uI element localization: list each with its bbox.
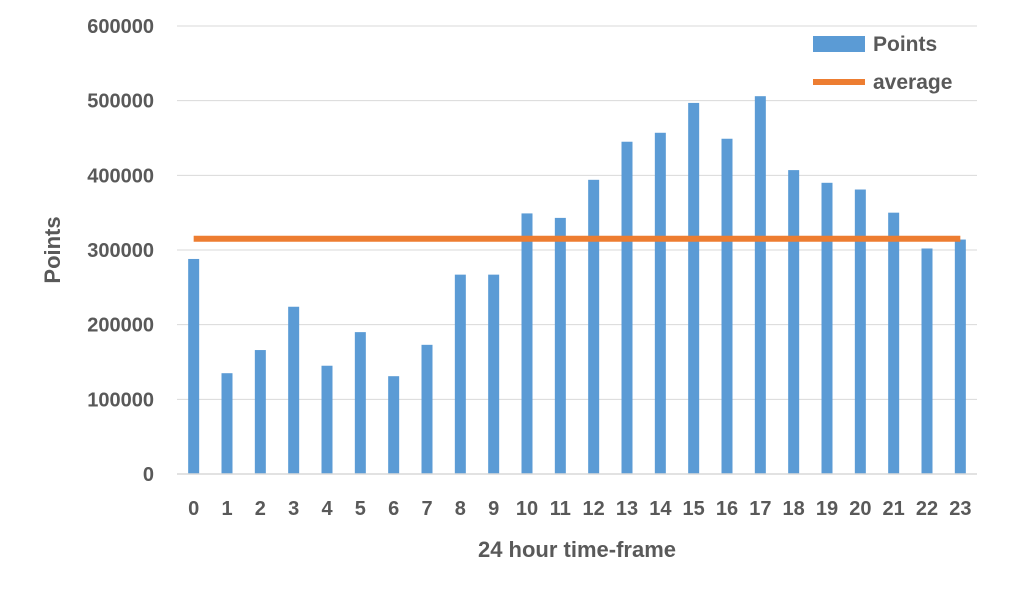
y-tick-label: 500000 <box>87 91 154 113</box>
bar <box>854 189 866 474</box>
x-tick-label: 8 <box>455 498 466 520</box>
y-tick-label: 200000 <box>87 315 154 337</box>
x-tick-label: 12 <box>583 498 605 520</box>
x-axis-title: 24 hour time-frame <box>478 537 676 562</box>
bar <box>621 141 633 474</box>
x-tick-label: 11 <box>550 498 571 520</box>
legend: Points average <box>813 33 952 94</box>
x-tick-label: 13 <box>616 498 638 520</box>
bar <box>788 170 800 474</box>
x-tick-label: 15 <box>683 498 705 520</box>
gridlines <box>177 25 977 400</box>
x-tick-label: 14 <box>649 498 672 520</box>
y-tick-label: 400000 <box>87 165 154 187</box>
x-tick-label: 22 <box>916 498 938 520</box>
bar <box>921 248 933 474</box>
bar <box>421 344 433 474</box>
x-tick-label: 1 <box>221 498 232 520</box>
x-tick-label: 3 <box>288 498 299 520</box>
bar <box>188 258 200 474</box>
bars <box>188 96 966 475</box>
bar <box>321 365 333 474</box>
x-tick-label: 2 <box>255 498 266 520</box>
bar <box>888 212 900 474</box>
x-tick-label: 10 <box>516 498 538 520</box>
y-tick-label: 0 <box>143 464 154 486</box>
x-tick-label: 0 <box>188 498 199 520</box>
x-tick-label: 19 <box>816 498 838 520</box>
x-tick-label: 21 <box>883 498 905 520</box>
bar <box>488 274 500 474</box>
legend-swatch-average <box>813 79 865 85</box>
bar <box>454 274 466 474</box>
legend-label-points: Points <box>873 33 937 56</box>
x-tick-label: 5 <box>355 498 366 520</box>
x-tick-label: 7 <box>421 498 432 520</box>
x-tick-label: 23 <box>949 498 971 520</box>
bar <box>254 350 266 474</box>
bar <box>554 217 566 475</box>
bar <box>688 102 700 474</box>
y-tick-label: 300000 <box>87 240 154 262</box>
bar <box>754 96 766 474</box>
legend-label-average: average <box>873 71 952 94</box>
x-tick-label: 4 <box>321 498 333 520</box>
x-tick-label: 6 <box>388 498 399 520</box>
bar <box>721 138 733 474</box>
bar <box>354 332 366 474</box>
x-tick-label: 17 <box>749 498 771 520</box>
bar <box>588 179 600 474</box>
y-tick-label: 600000 <box>87 16 154 38</box>
bar <box>288 306 300 474</box>
bar <box>388 376 400 474</box>
y-tick-label: 100000 <box>87 389 154 411</box>
x-tick-label: 16 <box>716 498 738 520</box>
bar <box>821 182 833 475</box>
x-axis-ticks: 0 1 2 3 4 5 6 7 8 9 10 11 12 13 14 15 16 17 18 19 20 21 22 23 <box>188 498 971 520</box>
x-tick-label: 9 <box>488 498 499 520</box>
y-axis-title: Points <box>40 216 65 283</box>
bar <box>654 132 666 475</box>
bar <box>221 373 233 474</box>
x-tick-label: 18 <box>783 498 805 520</box>
y-axis-ticks: 0 100000 200000 300000 400000 500000 600000 <box>87 16 154 486</box>
legend-swatch-points <box>813 36 865 52</box>
bar <box>954 239 966 474</box>
bar <box>521 213 533 474</box>
x-tick-label: 20 <box>849 498 871 520</box>
